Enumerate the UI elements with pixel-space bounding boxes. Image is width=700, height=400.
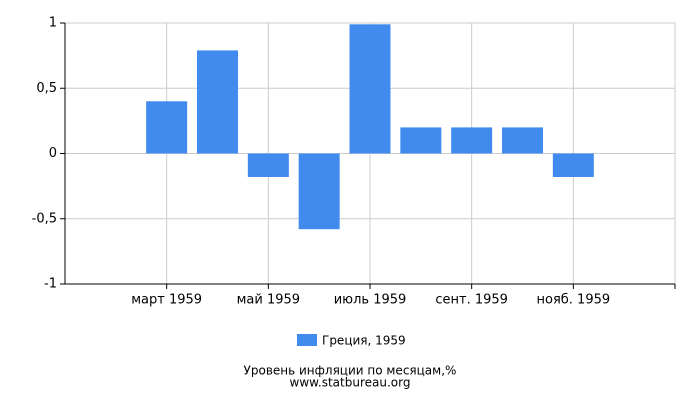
chart-title: Уровень инфляции по месяцам,% (244, 364, 457, 378)
y-tick-label: 0 (49, 146, 57, 161)
y-tick-label: 1 (49, 16, 57, 31)
bar (349, 24, 391, 154)
source: www.statbureau.org (290, 376, 411, 390)
x-tick-label: май 1959 (237, 293, 300, 308)
y-tick-label: -0,5 (32, 211, 57, 226)
x-tick-label: нояб. 1959 (537, 293, 611, 308)
x-tick-label: март 1959 (131, 293, 202, 308)
bar (502, 127, 543, 154)
bar (146, 101, 188, 154)
x-tick-label: июль 1959 (334, 293, 407, 308)
legend-swatch (297, 334, 317, 346)
bar (298, 153, 340, 230)
bar (552, 153, 594, 177)
y-tick-label: 0,5 (36, 81, 57, 96)
x-tick-label: сент. 1959 (435, 293, 508, 308)
bar (247, 153, 289, 177)
bar (451, 127, 493, 154)
bar (400, 127, 442, 154)
y-tick-label: -1 (44, 277, 57, 292)
bar (197, 50, 238, 154)
legend-label: Греция, 1959 (322, 334, 406, 348)
